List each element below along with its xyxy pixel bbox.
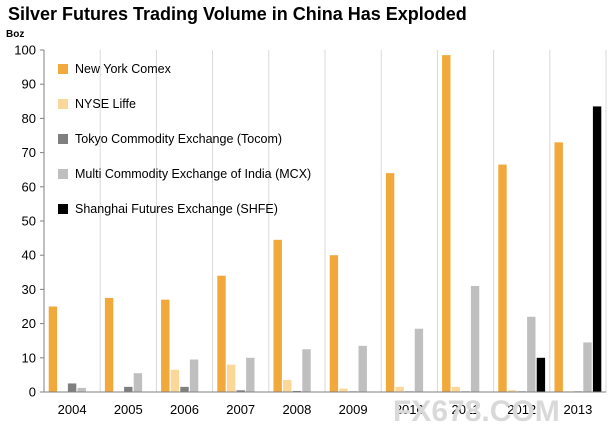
x-tick-label: 2008 [282,402,311,417]
bar-new-york-comex-2011 [442,55,451,392]
x-tick-label: 2004 [58,402,87,417]
y-tick-label: 70 [22,145,36,160]
bars-group [48,55,602,393]
bar-new-york-comex-2004 [48,306,58,392]
y-tick-label: 0 [29,385,36,400]
y-tick-label: 50 [22,214,36,229]
bar-new-york-comex-2007 [217,275,226,392]
legend-label: NYSE Liffe [75,97,136,111]
y-tick-label: 80 [22,111,36,126]
bar-nyse-liffe-2011 [451,386,461,392]
bar-multi-commodity-exchange-of-india-mcx-2005 [133,373,143,392]
bar-new-york-comex-2009 [329,255,339,392]
watermark-logo: FX678.COM [393,395,560,428]
bar-new-york-comex-2010 [385,173,395,392]
x-tick-label: 2011 [452,402,480,417]
category-gridlines [43,50,607,392]
legend-label: Multi Commodity Exchange of India (MCX) [75,167,311,181]
bar-tokyo-commodity-exchange-tocom-2004 [67,383,77,392]
bar-tokyo-commodity-exchange-tocom-2008 [292,390,302,392]
x-tick-label: 2006 [170,402,199,417]
bar-nyse-liffe-2010 [395,386,404,392]
bar-nyse-liffe-2008 [283,380,292,392]
x-tick-label: 2005 [114,402,143,417]
bar-new-york-comex-2005 [104,297,114,392]
y-tick-label: 40 [22,248,36,263]
x-tick-label: 2009 [339,402,368,417]
bar-multi-commodity-exchange-of-india-mcx-2011 [470,285,480,392]
bar-multi-commodity-exchange-of-india-mcx-2010 [414,328,424,392]
legend-swatch [58,134,68,144]
bar-nyse-liffe-2009 [339,388,348,392]
y-tick-label: 60 [22,179,36,194]
bar-multi-commodity-exchange-of-india-mcx-2012 [527,316,536,392]
bar-nyse-liffe-2007 [226,364,236,392]
legend-swatch [58,64,68,74]
bar-multi-commodity-exchange-of-india-mcx-2007 [246,357,255,392]
bar-new-york-comex-2008 [273,239,282,392]
y-tick-label: 100 [14,43,36,58]
x-tick-label: 2013 [563,402,592,417]
bar-new-york-comex-2013 [554,142,563,392]
x-tick-labels: 2004 2005 2006 2007 2008 2009 2010 2011 2012 2013 [58,402,593,417]
bar-nyse-liffe-2006 [170,369,180,392]
legend: New York Comex NYSE Liffe Tokyo Commodity … [58,62,311,216]
bar-multi-commodity-exchange-of-india-mcx-2004 [77,387,86,392]
x-tick-label: 2010 [395,402,424,417]
bar-tokyo-commodity-exchange-tocom-2005 [124,386,133,392]
bar-multi-commodity-exchange-of-india-mcx-2008 [302,349,311,392]
legend-label: Tokyo Commodity Exchange (Tocom) [75,132,282,146]
bar-new-york-comex-2006 [161,299,170,392]
y-tick-label: 20 [22,316,36,331]
bar-multi-commodity-exchange-of-india-mcx-2006 [189,359,199,392]
bar-shanghai-futures-exchange-shfe-2012 [536,357,546,392]
watermark-text: FX678.COM [393,395,560,428]
y-tick-label: 10 [22,350,36,365]
bar-new-york-comex-2012 [498,164,507,392]
legend-label: Shanghai Futures Exchange (SHFE) [75,202,278,216]
chart-title: Silver Futures Trading Volume in China H… [8,4,467,24]
y-tick-labels: 0 10 20 30 40 50 60 70 80 90 100 [14,43,44,400]
bar-tokyo-commodity-exchange-tocom-2007 [236,390,245,392]
y-axis-unit-label: Boz [6,29,24,40]
y-tick-label: 90 [22,77,36,92]
bar-shanghai-futures-exchange-shfe-2013 [592,106,602,393]
legend-swatch [58,204,68,214]
y-tick-label: 30 [22,282,36,297]
legend-swatch [58,99,68,109]
bar-nyse-liffe-2012 [507,390,517,392]
bar-multi-commodity-exchange-of-india-mcx-2013 [583,342,592,392]
bar-multi-commodity-exchange-of-india-mcx-2009 [358,345,367,392]
legend-label: New York Comex [75,62,172,76]
x-tick-label: 2007 [226,402,255,417]
x-tick-label: 2012 [507,402,536,417]
bar-tokyo-commodity-exchange-tocom-2006 [180,386,189,392]
legend-swatch [58,169,68,179]
